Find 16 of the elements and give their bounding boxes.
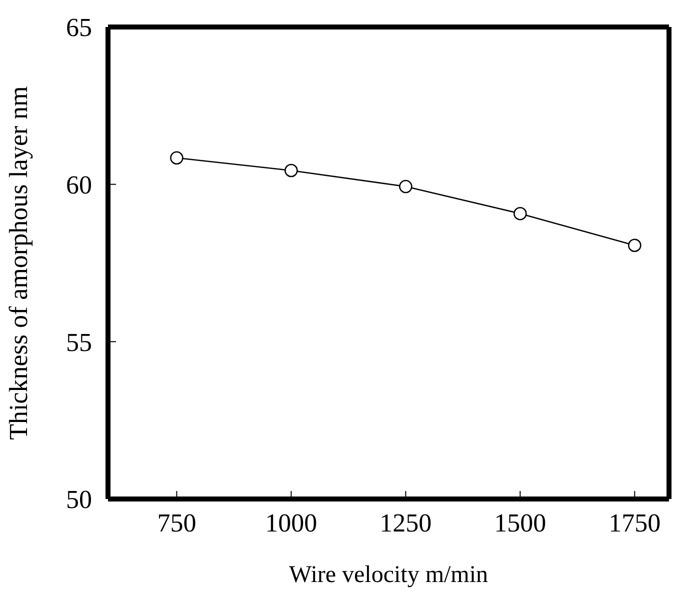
x-tick-label: 1750 bbox=[608, 508, 661, 538]
y-tick-label: 65 bbox=[66, 13, 92, 42]
point bbox=[170, 151, 184, 165]
x-tick-label: 1000 bbox=[265, 508, 318, 538]
y-axis-title: Thickness of amorphous layer nm bbox=[4, 86, 34, 440]
point bbox=[628, 238, 642, 252]
point bbox=[514, 206, 527, 220]
x-tick-label: 1500 bbox=[494, 508, 546, 538]
x-axis-title: Wire velocity m/min bbox=[289, 562, 488, 588]
y-tick-label: 60 bbox=[66, 170, 92, 200]
y-tick-label: 50 bbox=[66, 485, 92, 514]
x-tick-label: 750 bbox=[157, 508, 196, 538]
y-tick-label: 55 bbox=[66, 328, 92, 357]
x-tick-label: 1250 bbox=[380, 508, 432, 538]
point bbox=[284, 164, 298, 178]
point bbox=[399, 180, 412, 194]
